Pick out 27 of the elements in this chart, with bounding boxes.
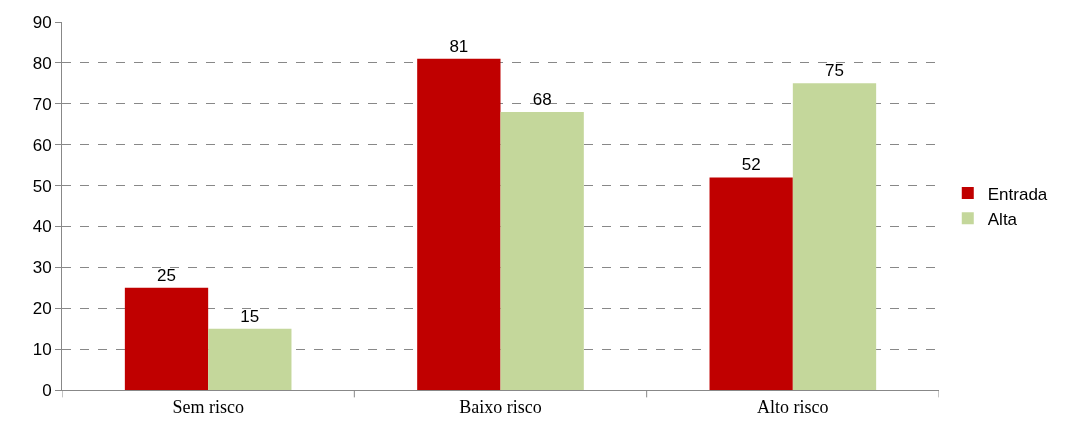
y-tick-label: 90 (32, 12, 52, 32)
legend-label: Entrada (987, 184, 1048, 204)
y-tick-label: 30 (32, 258, 52, 278)
y-tick-label: 60 (32, 135, 52, 155)
bar (124, 287, 209, 390)
bar (500, 111, 584, 390)
x-tick-label: Sem risco (172, 396, 244, 417)
y-tick-label: 50 (32, 176, 52, 196)
data-label: 52 (741, 155, 761, 175)
y-tick-label: 70 (32, 94, 52, 114)
legend-label: Alta (987, 209, 1018, 229)
y-tick-label: 0 (42, 380, 52, 400)
x-tick-label: Baixo risco (459, 396, 542, 417)
y-tick-label: 80 (32, 53, 52, 73)
data-label: 15 (240, 306, 260, 326)
bar (792, 83, 877, 390)
y-tick-label: 10 (32, 340, 52, 360)
y-tick-label: 40 (32, 217, 52, 237)
data-label: 75 (825, 61, 844, 81)
data-label: 25 (157, 265, 176, 285)
y-tick-label: 20 (32, 299, 52, 319)
bar (709, 177, 793, 390)
data-label: 68 (532, 89, 552, 109)
bar (208, 328, 292, 390)
x-tick-label: Alto risco (757, 396, 829, 417)
data-label: 81 (449, 36, 469, 56)
bar (417, 58, 501, 390)
